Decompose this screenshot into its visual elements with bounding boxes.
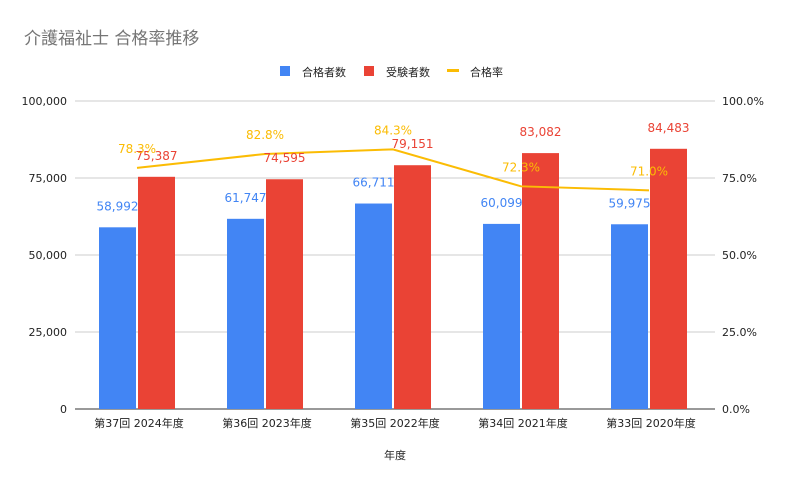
rate-line (136, 148, 650, 192)
data-label: 79,151 (392, 137, 434, 151)
y2-tick-label: 75.0% (722, 172, 757, 185)
data-label: 60,099 (481, 196, 523, 210)
data-label: 59,975 (609, 196, 651, 210)
bar-受験者数 (650, 148, 687, 409)
y2-tick-label: 0.0% (722, 403, 750, 416)
data-label: 82.8% (246, 128, 284, 142)
bar-合格者数 (227, 218, 264, 409)
line-合格率 (136, 148, 650, 192)
legend-label: 合格者数 (302, 65, 346, 79)
data-label: 66,711 (353, 176, 395, 190)
legend-label: 受験者数 (386, 65, 430, 79)
bars (99, 148, 687, 409)
data-label: 74,595 (264, 151, 306, 165)
y-tick-label: 25,000 (29, 326, 68, 339)
data-label: 72.3% (502, 160, 540, 174)
data-label: 84,483 (648, 121, 690, 135)
y2-tick-label: 50.0% (722, 249, 757, 262)
bar-合格者数 (611, 224, 648, 409)
axes: 0 0.0% 25,000 25.0% 50,000 50.0% 75,000 75.0% 10… (22, 95, 764, 430)
bar-受験者数 (138, 176, 175, 409)
legend-swatch-合格率 (447, 69, 459, 72)
legend-swatch-受験者数 (364, 66, 374, 76)
data-label: 84.3% (374, 123, 412, 137)
data-label: 78.3% (118, 142, 156, 156)
bar-合格者数 (483, 223, 520, 409)
x-tick-label: 第33回 2020年度 (606, 416, 696, 430)
y-tick-label: 75,000 (29, 172, 68, 185)
y-tick-label: 50,000 (29, 249, 68, 262)
y2-tick-label: 25.0% (722, 326, 757, 339)
bar-受験者数 (522, 153, 559, 409)
data-label: 83,082 (520, 125, 562, 139)
y-tick-label: 100,000 (22, 95, 68, 108)
x-tick-label: 第37回 2024年度 (94, 416, 184, 430)
bar-合格者数 (99, 227, 136, 409)
chart-title: 介護福祉士 合格率推移 (24, 29, 199, 49)
x-tick-label: 第35回 2022年度 (350, 416, 440, 430)
y2-tick-label: 100.0% (722, 95, 764, 108)
x-tick-label: 第34回 2021年度 (478, 416, 568, 430)
legend-swatch-合格者数 (280, 66, 290, 76)
data-label: 58,992 (97, 199, 139, 213)
bar-受験者数 (266, 179, 303, 409)
data-label: 71.0% (630, 164, 668, 178)
bar-合格者数 (355, 203, 392, 409)
data-label: 75,387 (136, 149, 178, 163)
bar-受験者数 (394, 165, 431, 409)
data-label: 61,747 (225, 191, 267, 205)
x-axis-label: 年度 (384, 448, 406, 462)
x-tick-label: 第36回 2023年度 (222, 416, 312, 430)
y-tick-label: 0 (60, 403, 67, 416)
legend: 合格者数 受験者数 合格率 (280, 65, 503, 79)
legend-label: 合格率 (470, 65, 503, 79)
